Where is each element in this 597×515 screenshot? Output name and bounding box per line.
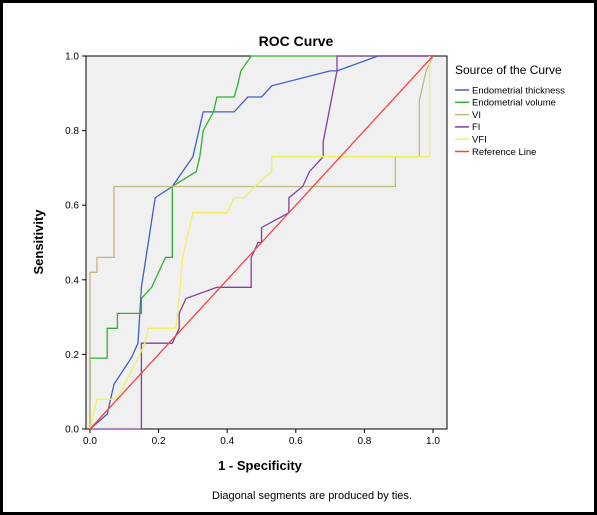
legend-label-vfi: VFI: [472, 135, 487, 146]
series-line-endometrial-thickness: [89, 55, 433, 430]
legend-label-endometrial-volume: Endometrial volume: [472, 98, 556, 109]
x-axis-label: 1 - Specificity: [218, 458, 303, 473]
chart-footnote: Diagonal segments are produced by ties.: [212, 490, 412, 502]
x-axis-ticks: 0.0 0.2 0.4 0.6 0.8 1.0: [83, 429, 440, 447]
y-tick-label: 0.4: [65, 275, 79, 286]
y-axis-ticks: 0.0 0.2 0.4 0.6 0.8 1.0: [65, 52, 86, 436]
y-tick-label: 0.2: [65, 350, 79, 361]
series-layer: [89, 55, 434, 430]
y-tick-label: 0.6: [65, 201, 79, 212]
legend-label-vi: VI: [472, 110, 481, 121]
y-tick-label: 0.0: [65, 425, 79, 436]
series-line-reference-line: [89, 55, 434, 430]
chart-title: ROC Curve: [259, 33, 334, 49]
y-tick-label: 1.0: [65, 52, 79, 63]
x-tick-label: 0.0: [83, 436, 97, 447]
x-tick-label: 0.8: [357, 436, 371, 447]
plot-background: [85, 55, 448, 430]
x-tick-label: 1.0: [426, 436, 440, 447]
series-line-vfi: [89, 56, 431, 430]
y-tick-label: 0.8: [65, 126, 79, 137]
legend-title: Source of the Curve: [455, 63, 562, 77]
x-tick-label: 0.6: [289, 436, 303, 447]
series-line-vi: [89, 55, 434, 429]
x-tick-label: 0.2: [152, 436, 166, 447]
y-axis-label: Sensitivity: [31, 209, 46, 275]
x-tick-label: 0.4: [220, 436, 234, 447]
legend-label-reference-line: Reference Line: [472, 147, 536, 158]
legend-label-endometrial-thickness: Endometrial thickness: [472, 85, 565, 96]
legend-label-fi: FI: [472, 122, 480, 133]
